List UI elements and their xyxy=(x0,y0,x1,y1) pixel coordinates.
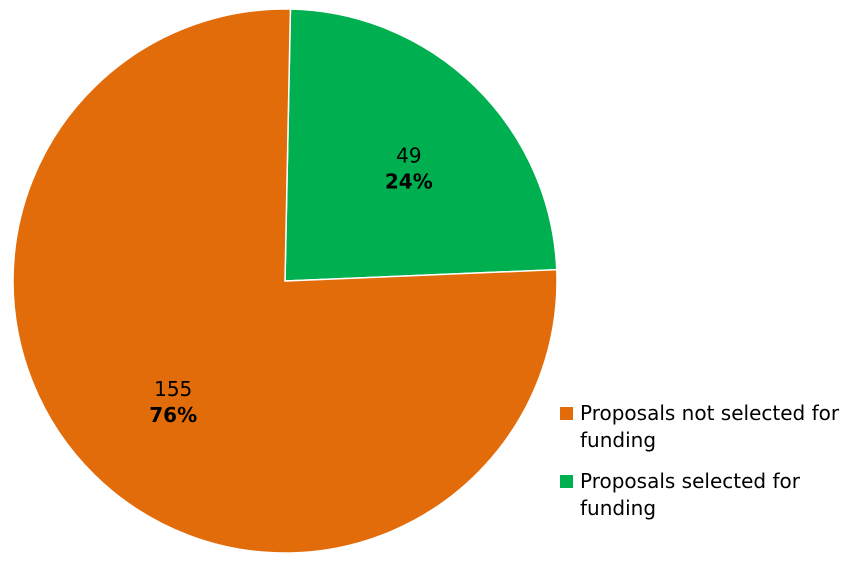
legend-swatch-selected xyxy=(560,475,573,488)
slice-percent-label: 76% xyxy=(149,403,197,427)
legend: Proposals not selected for funding Propo… xyxy=(560,400,850,536)
pie-slice xyxy=(284,8,558,282)
legend-item-not-selected: Proposals not selected for funding xyxy=(560,400,850,454)
legend-swatch-not-selected xyxy=(560,407,573,420)
legend-item-selected: Proposals selected for funding xyxy=(560,468,850,522)
slice-percent-label: 24% xyxy=(385,170,433,194)
legend-label-not-selected: Proposals not selected for funding xyxy=(580,401,840,452)
slice-value-label: 155 xyxy=(154,377,192,401)
legend-label-selected: Proposals selected for funding xyxy=(580,469,800,520)
pie-slice xyxy=(12,8,558,554)
slice-value-label: 49 xyxy=(396,144,421,168)
